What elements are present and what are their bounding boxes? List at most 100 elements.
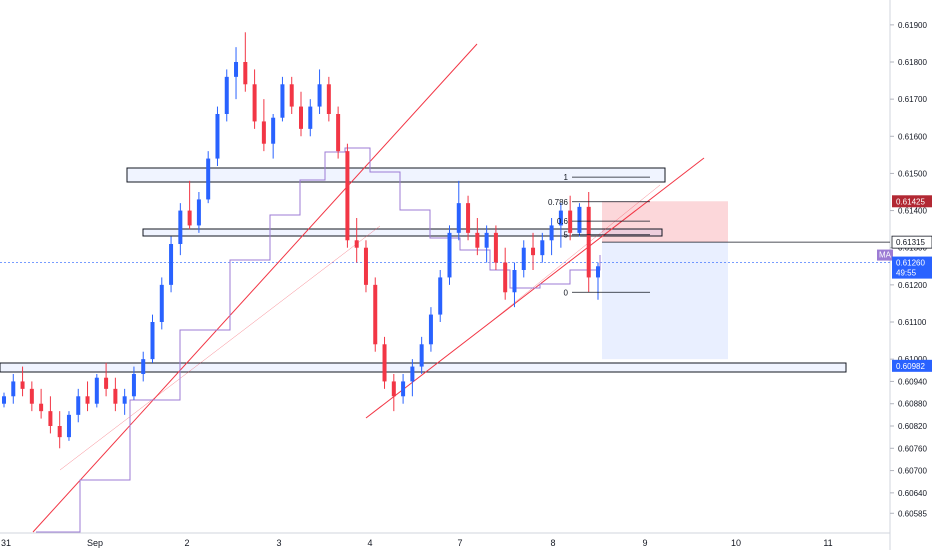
fib-level-label: 1 xyxy=(564,173,569,182)
candle-down xyxy=(85,396,90,404)
candle-down xyxy=(39,403,44,412)
price-badge xyxy=(891,235,932,249)
candle-down xyxy=(586,206,591,278)
price-badge xyxy=(892,195,932,208)
stop-loss-zone xyxy=(602,201,728,243)
candle-down xyxy=(104,377,109,389)
price-tick-label: 0.60880 xyxy=(898,400,927,409)
price-tick-label: 0.60760 xyxy=(898,444,927,453)
take-profit-zone xyxy=(602,242,728,360)
candle-up xyxy=(178,210,183,244)
price-tick-label: 0.61400 xyxy=(898,207,927,216)
candle-up xyxy=(484,232,489,248)
candle-up xyxy=(438,277,443,315)
candle-up xyxy=(224,76,229,114)
candle-down xyxy=(289,84,294,107)
candle-up xyxy=(131,374,136,397)
price-tick-label: 0.61600 xyxy=(898,132,927,141)
price-tick-label: 0.61900 xyxy=(898,21,927,30)
mid-zone-box xyxy=(142,228,663,237)
fib-level-label: 0 xyxy=(564,288,569,297)
price-badge-label: 49:55 xyxy=(896,269,917,278)
candle-down xyxy=(187,210,192,226)
price-tick-label: 0.60640 xyxy=(898,489,927,498)
candle-down xyxy=(326,84,331,114)
candle-up xyxy=(317,84,322,107)
candle-up xyxy=(169,244,174,285)
candle-up xyxy=(66,414,71,438)
candle-up xyxy=(122,396,127,404)
candle-down xyxy=(391,381,396,397)
price-badge xyxy=(892,359,932,372)
candle-down xyxy=(345,151,350,241)
candle-up xyxy=(428,314,433,345)
candle-down xyxy=(466,203,471,233)
candle-down xyxy=(363,247,368,285)
candle-up xyxy=(447,232,452,278)
candle-up xyxy=(401,381,406,397)
candle-up xyxy=(419,344,424,367)
time-tick-label: 11 xyxy=(823,538,832,548)
candle-up xyxy=(196,199,201,226)
candle-down xyxy=(493,232,498,263)
candle-up xyxy=(540,240,545,256)
candle-down xyxy=(252,84,257,122)
candle-up xyxy=(150,322,155,360)
trend-line-long xyxy=(32,43,478,533)
ma-indicator-label: MA xyxy=(879,251,892,260)
price-tick-label: 0.60940 xyxy=(898,377,927,386)
candle-up xyxy=(577,206,582,233)
price-tick-label: 0.61700 xyxy=(898,95,927,104)
fib-level-label: 0.6 xyxy=(557,217,569,226)
time-tick-label: 7 xyxy=(457,538,462,548)
candle-down xyxy=(503,262,508,293)
price-tick-label: 0.61500 xyxy=(898,169,927,178)
candle-up xyxy=(271,117,276,144)
candle-up xyxy=(2,396,6,404)
candle-up xyxy=(456,203,461,233)
candle-down xyxy=(261,121,266,144)
candle-up xyxy=(76,396,81,415)
price-tick-label: 0.60700 xyxy=(898,467,927,476)
price-tick-label: 0.60820 xyxy=(898,422,927,431)
time-axis[interactable]: 31 Sep 2 3 4 7 8 9 10 11 xyxy=(1,538,833,548)
fibonacci-layer: 1 0.786 0.6 5 0 xyxy=(548,173,650,297)
candle-up xyxy=(280,84,285,118)
candle-up xyxy=(11,381,16,397)
candle-up xyxy=(206,158,211,200)
candle-down xyxy=(20,381,25,389)
price-badge xyxy=(892,256,932,269)
price-tick-label: 0.60585 xyxy=(898,509,927,518)
candle-down xyxy=(531,247,536,256)
candle-up xyxy=(215,114,220,159)
candle-down xyxy=(48,411,53,426)
candle-up xyxy=(558,210,563,226)
candle-up xyxy=(549,225,554,241)
price-tick-label: 0.61100 xyxy=(898,318,927,327)
price-badge xyxy=(892,266,932,279)
fib-level-label: 5 xyxy=(564,231,569,240)
time-tick-label: 3 xyxy=(276,538,281,548)
candle-down xyxy=(29,388,34,404)
price-axis[interactable]: 0.61900 0.61800 0.61700 0.61600 0.61500 0.614… xyxy=(890,21,927,518)
time-tick-label: 2 xyxy=(184,538,189,548)
candle-up xyxy=(521,247,526,270)
time-tick-label: 9 xyxy=(642,538,647,548)
candle-up xyxy=(159,284,164,322)
price-badge-label: 0.61260 xyxy=(896,259,925,268)
time-tick-label: 31 xyxy=(1,538,11,548)
price-badge-label: 0.60982 xyxy=(896,362,925,371)
trend-line-inner xyxy=(59,225,381,471)
fib-level-label: 0.786 xyxy=(548,198,569,207)
candle-down xyxy=(475,232,480,248)
candle-down xyxy=(113,388,118,404)
price-tick-label: 0.61000 xyxy=(898,355,927,364)
price-tick-label: 0.61200 xyxy=(898,281,927,290)
time-tick-label: 8 xyxy=(550,538,555,548)
candle-up xyxy=(94,377,99,404)
time-tick-label: 10 xyxy=(731,538,741,548)
ma-indicator-tag xyxy=(877,249,893,261)
